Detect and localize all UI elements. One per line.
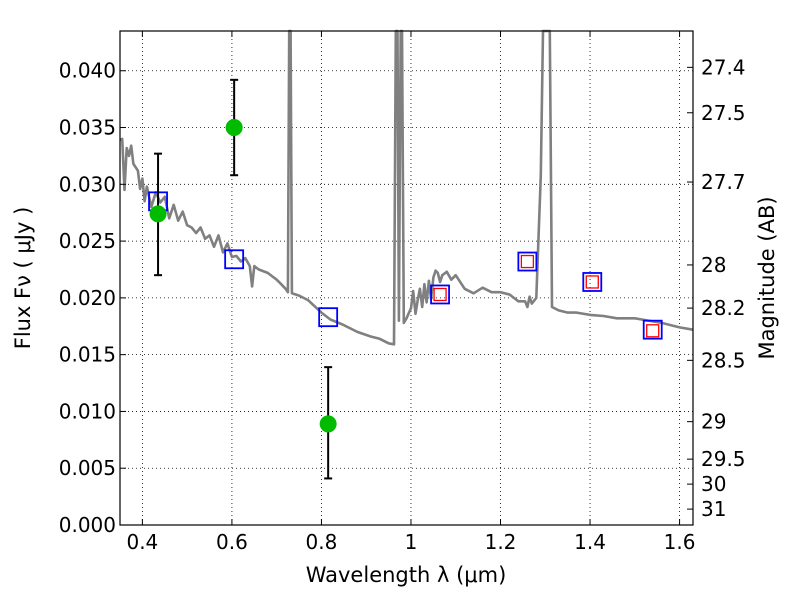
right-tick-label: 27.5 bbox=[701, 101, 746, 125]
x-tick-label: 0.4 bbox=[126, 530, 158, 554]
right-tick-label: 29.5 bbox=[701, 447, 746, 471]
observed-flux-point bbox=[319, 415, 337, 433]
x-tick-label: 1.2 bbox=[485, 530, 517, 554]
observed-flux-point bbox=[225, 119, 243, 137]
ticks-layer: 0.4 0.6 0.8 1 1.2 1.4 1.6 0.000 0.005 0.010 0.015 0… bbox=[59, 31, 746, 554]
y-tick-label: 0.040 bbox=[59, 59, 116, 83]
model-square-marker bbox=[642, 319, 663, 340]
observed-square-marker bbox=[585, 275, 599, 289]
observed-square-marker bbox=[520, 254, 535, 269]
x-tick-label: 1.6 bbox=[664, 530, 696, 554]
x-axis-label: Wavelength λ (μm) bbox=[306, 563, 507, 587]
y-axis-label: Flux Fν ( μJy ) bbox=[11, 207, 35, 350]
model-square-marker bbox=[517, 251, 538, 272]
model-square-marker bbox=[318, 307, 339, 328]
spectrum-line bbox=[119, 29, 694, 346]
right-tick-label: 28 bbox=[701, 253, 726, 277]
model-square-marker bbox=[224, 249, 245, 270]
x-tick-label: 0.8 bbox=[306, 530, 338, 554]
model-square-marker bbox=[582, 272, 603, 292]
y-tick-label: 0.005 bbox=[59, 456, 116, 480]
y-tick-label: 0.015 bbox=[59, 343, 116, 367]
y-tick-label: 0.035 bbox=[59, 116, 116, 140]
x-tick-label: 1 bbox=[405, 530, 418, 554]
series-layer bbox=[119, 29, 694, 480]
right-tick-label: 28.2 bbox=[701, 296, 746, 320]
right-axis-label: Magnitude (AB) bbox=[755, 196, 779, 359]
y-tick-label: 0.030 bbox=[59, 172, 116, 196]
y-tick-label: 0.025 bbox=[59, 229, 116, 253]
y-tick-label: 0.020 bbox=[59, 286, 116, 310]
y-tick-label: 0.000 bbox=[59, 513, 116, 537]
right-tick-label: 29 bbox=[701, 410, 726, 434]
plot-background bbox=[120, 31, 693, 525]
observed-square-marker bbox=[433, 287, 447, 302]
model-square-marker bbox=[430, 284, 450, 305]
observed-flux-point bbox=[149, 205, 167, 223]
right-tick-label: 27.7 bbox=[701, 170, 746, 194]
right-tick-label: 28.5 bbox=[701, 348, 746, 372]
observed-square-marker bbox=[646, 324, 660, 338]
right-tick-label: 31 bbox=[701, 497, 726, 521]
x-tick-label: 1.4 bbox=[574, 530, 606, 554]
plot-frame bbox=[119, 30, 694, 526]
y-tick-label: 0.010 bbox=[59, 399, 116, 423]
x-tick-label: 0.6 bbox=[216, 530, 248, 554]
right-tick-label: 30 bbox=[701, 472, 726, 496]
right-tick-label: 27.4 bbox=[701, 55, 746, 79]
